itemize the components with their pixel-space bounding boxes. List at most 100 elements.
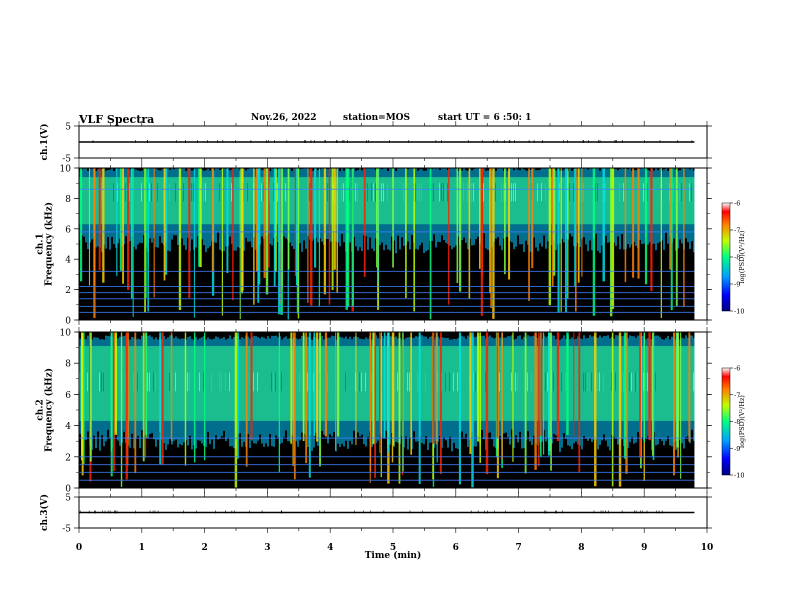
x-tick-label: 1 — [139, 543, 145, 553]
hot-column — [613, 372, 614, 392]
noise-column — [353, 346, 355, 421]
noise-column — [529, 346, 531, 421]
hot-column — [537, 183, 538, 202]
hot-column — [273, 372, 274, 392]
noise-column — [431, 177, 433, 225]
x-tick-label: 7 — [515, 543, 521, 553]
hot-column — [381, 183, 382, 202]
hot-column — [355, 183, 356, 202]
noise-column — [209, 177, 211, 225]
noise-column — [143, 177, 145, 225]
sferic-burst — [292, 332, 294, 467]
sferic-burst — [232, 168, 234, 301]
hot-column — [647, 183, 648, 202]
sferic-burst — [624, 168, 627, 283]
noise-column — [163, 346, 165, 421]
noise-column — [429, 346, 431, 421]
sferic-burst — [680, 332, 682, 479]
sferic-burst — [314, 168, 317, 268]
sferic-burst — [134, 332, 137, 474]
hot-column — [129, 183, 130, 202]
hot-column — [307, 372, 308, 392]
sferic-burst — [122, 168, 125, 284]
hot-column — [133, 372, 134, 392]
noise-column — [91, 177, 93, 225]
sferic-burst — [310, 168, 313, 306]
noise-column — [657, 177, 659, 225]
sferic-burst — [496, 332, 499, 438]
noise-column — [85, 346, 87, 421]
noise-column — [215, 346, 217, 421]
hot-column — [583, 372, 584, 392]
sferic-burst — [93, 168, 96, 286]
sferic-burst — [387, 332, 390, 453]
noise-column — [465, 177, 467, 225]
hot-column — [691, 183, 692, 202]
noise-column — [587, 177, 589, 225]
noise-column — [589, 177, 591, 225]
hot-column — [113, 183, 114, 202]
sferic-burst — [295, 168, 298, 286]
noise-column — [191, 346, 193, 421]
noise-column — [83, 177, 85, 225]
hot-column — [149, 183, 150, 202]
noise-column — [187, 177, 189, 225]
sferic-burst — [618, 332, 622, 487]
noise-column — [631, 177, 633, 225]
noise-column — [105, 177, 107, 225]
noise-column — [615, 177, 617, 225]
x-tick-label: 6 — [453, 543, 459, 553]
noise-column — [405, 346, 407, 421]
sferic-burst — [287, 168, 290, 270]
noise-column — [569, 346, 571, 421]
noise-column — [655, 177, 657, 225]
sferic-burst — [432, 332, 435, 444]
noise-column — [293, 177, 295, 225]
noise-column — [161, 177, 163, 225]
sferic-burst — [448, 168, 450, 305]
noise-column — [229, 177, 231, 225]
sferic-burst — [485, 332, 489, 475]
noise-column — [165, 346, 167, 421]
colorbar-tick-label: -8 — [734, 254, 740, 262]
noise-column — [687, 346, 689, 421]
hot-column — [541, 183, 542, 202]
sferic-burst — [114, 332, 118, 435]
sferic-burst — [392, 332, 395, 446]
hot-column — [561, 372, 562, 392]
noise-column — [347, 346, 349, 421]
noise-column — [379, 177, 381, 225]
hot-column — [573, 183, 574, 202]
noise-column — [201, 177, 203, 225]
hot-column — [439, 183, 440, 202]
noise-column — [111, 177, 113, 225]
noise-column — [311, 346, 313, 421]
x-tick-label: 2 — [201, 543, 207, 553]
hot-column — [591, 372, 592, 392]
hot-column — [637, 372, 638, 392]
sferic-burst — [398, 332, 401, 484]
sferic-burst — [471, 332, 474, 488]
noise-column — [341, 346, 343, 421]
sferic-burst — [490, 168, 492, 309]
noise-column — [207, 346, 209, 421]
sferic-burst — [637, 168, 640, 279]
hot-column — [175, 372, 176, 392]
sferic-burst — [542, 332, 545, 455]
noise-column — [285, 346, 287, 421]
sferic-burst — [639, 332, 641, 458]
sferic-burst — [578, 332, 581, 473]
hot-column — [87, 372, 88, 392]
noise-column — [663, 177, 665, 225]
hot-column — [371, 183, 372, 202]
noise-column — [367, 346, 369, 421]
noise-column — [299, 177, 301, 225]
hot-column — [277, 183, 278, 202]
noise-column — [487, 177, 489, 225]
noise-column — [181, 346, 183, 421]
sferic-burst — [268, 168, 270, 268]
sferic-burst — [159, 332, 162, 465]
hot-column — [515, 372, 516, 392]
sferic-burst — [245, 332, 248, 467]
noise-column — [237, 177, 239, 225]
